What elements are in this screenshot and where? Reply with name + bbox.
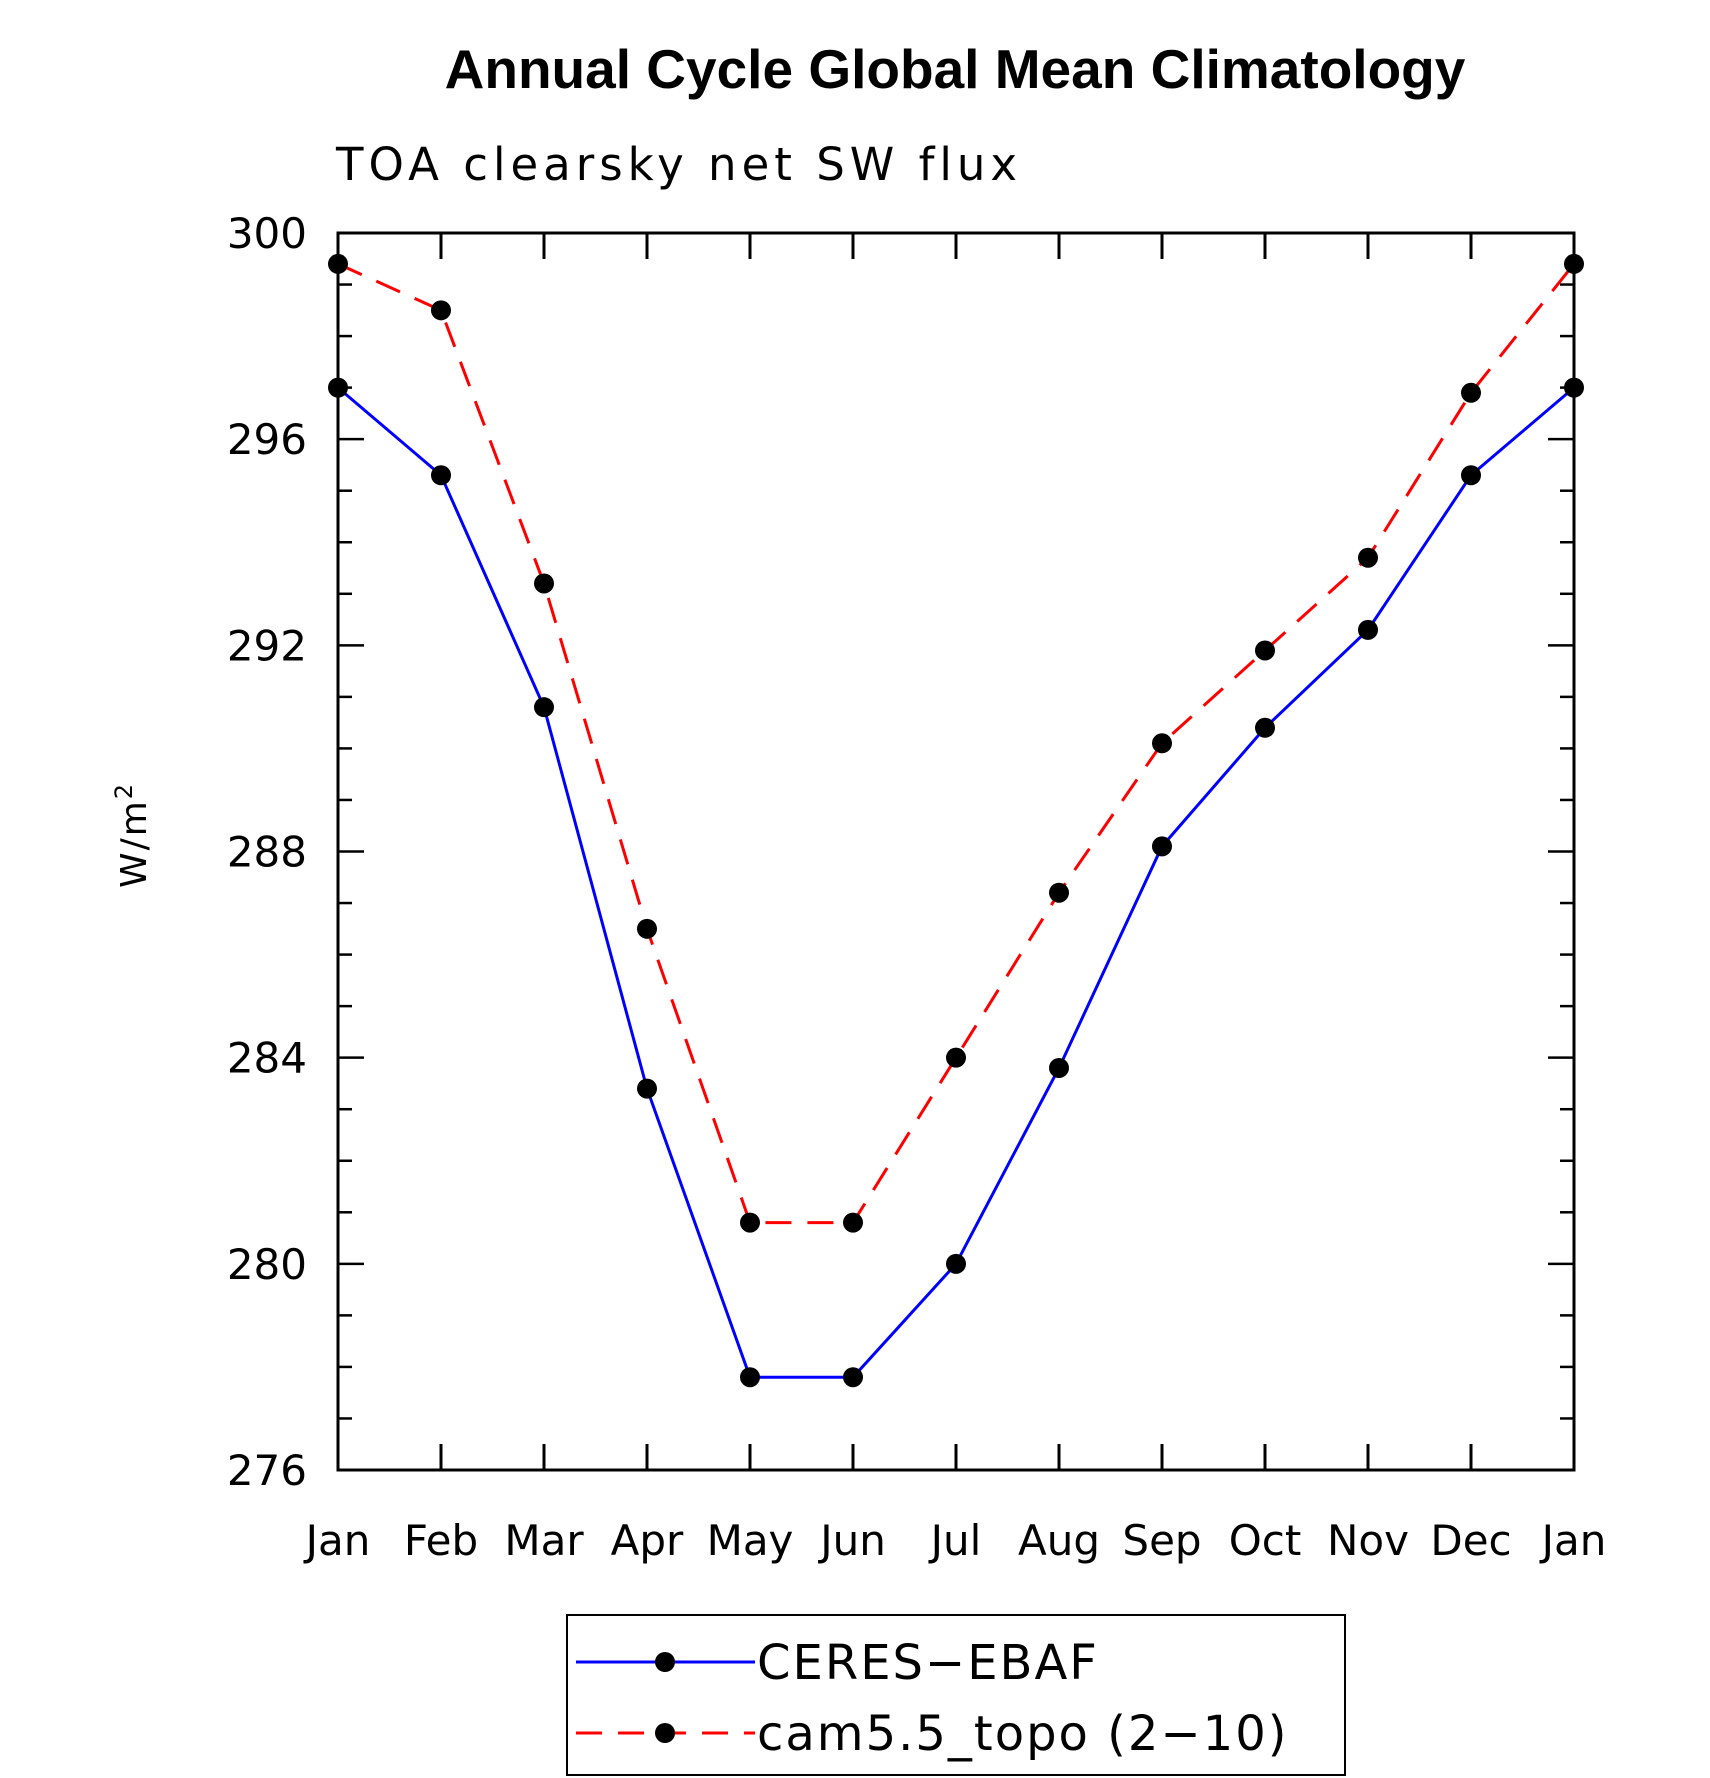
data-point-1 <box>946 1047 966 1068</box>
data-point-0 <box>1564 377 1584 398</box>
y-axis-tick-labels: 276 280 284 288 292 296 300 <box>227 209 307 1495</box>
y-tick-label: 280 <box>227 1240 307 1289</box>
x-axis-tick-labels: Jan Feb Mar Apr May Jun Jul Aug Sep Oct Nov Dec Jan <box>303 1516 1607 1565</box>
y-axis-label: W/m2 <box>110 782 155 888</box>
axis-ticks <box>336 231 1576 1472</box>
data-point-0 <box>1461 465 1481 486</box>
y-tick-label: 276 <box>227 1446 307 1495</box>
series-layer <box>328 253 1584 1388</box>
x-tick-label: Jan <box>303 1516 371 1565</box>
data-point-0 <box>534 697 554 718</box>
legend-box <box>566 1614 1346 1776</box>
x-tick-label: May <box>707 1516 794 1565</box>
y-tick-label: 300 <box>227 209 307 258</box>
y-tick-label: 284 <box>227 1034 307 1083</box>
chart-title: Annual Cycle Global Mean Climatology <box>445 38 1466 100</box>
chart-subtitle: TOA clearsky net SW flux <box>335 138 1022 191</box>
data-point-0 <box>431 465 451 486</box>
data-point-0 <box>740 1367 760 1388</box>
legend-label-cam: cam5.5_topo (2−10) <box>757 1706 1288 1762</box>
data-point-1 <box>1152 733 1172 754</box>
legend-label-ceres: CERES−EBAF <box>757 1635 1099 1691</box>
data-point-1 <box>1461 382 1481 403</box>
data-point-1 <box>534 573 554 594</box>
data-point-1 <box>843 1212 863 1233</box>
data-point-0 <box>1152 836 1172 857</box>
data-point-0 <box>843 1367 863 1388</box>
data-point-1 <box>1358 547 1378 568</box>
x-tick-label: Mar <box>504 1516 584 1565</box>
data-point-0 <box>328 377 348 398</box>
x-tick-label: Nov <box>1327 1516 1409 1565</box>
data-point-1 <box>1564 253 1584 274</box>
legend: CERES−EBAF cam5.5_topo (2−10) <box>566 1614 1346 1776</box>
x-tick-label: Apr <box>611 1516 684 1565</box>
x-tick-label: Jun <box>817 1516 886 1565</box>
y-axis-label-text: W/m <box>114 799 155 888</box>
data-point-0 <box>946 1253 966 1274</box>
plot-frame <box>336 231 1576 1472</box>
series-line-1 <box>337 262 1576 1225</box>
legend-marker-cam <box>655 1723 675 1743</box>
x-tick-label: Feb <box>404 1516 478 1565</box>
x-tick-label: Oct <box>1229 1516 1302 1565</box>
x-tick-label: Aug <box>1018 1516 1100 1565</box>
data-point-0 <box>1049 1057 1069 1078</box>
y-tick-label: 292 <box>227 621 307 670</box>
y-axis-label-superscript: 2 <box>110 782 138 799</box>
data-point-0 <box>1358 619 1378 640</box>
data-point-1 <box>1255 640 1275 661</box>
y-tick-label: 296 <box>227 415 307 464</box>
x-tick-label: Sep <box>1122 1516 1201 1565</box>
x-tick-label: Dec <box>1430 1516 1511 1565</box>
x-tick-label: Jul <box>928 1516 982 1565</box>
data-point-0 <box>637 1078 657 1099</box>
data-point-0 <box>1255 717 1275 738</box>
data-point-1 <box>328 253 348 274</box>
svg-text:W/m2: W/m2 <box>110 782 155 888</box>
data-point-1 <box>637 918 657 939</box>
y-tick-label: 288 <box>227 828 307 877</box>
data-point-1 <box>1049 882 1069 903</box>
data-point-1 <box>431 300 451 321</box>
series-line-0 <box>337 386 1575 1379</box>
data-point-1 <box>740 1212 760 1233</box>
legend-marker-ceres <box>655 1652 675 1672</box>
x-tick-label: Jan <box>1539 1516 1607 1565</box>
